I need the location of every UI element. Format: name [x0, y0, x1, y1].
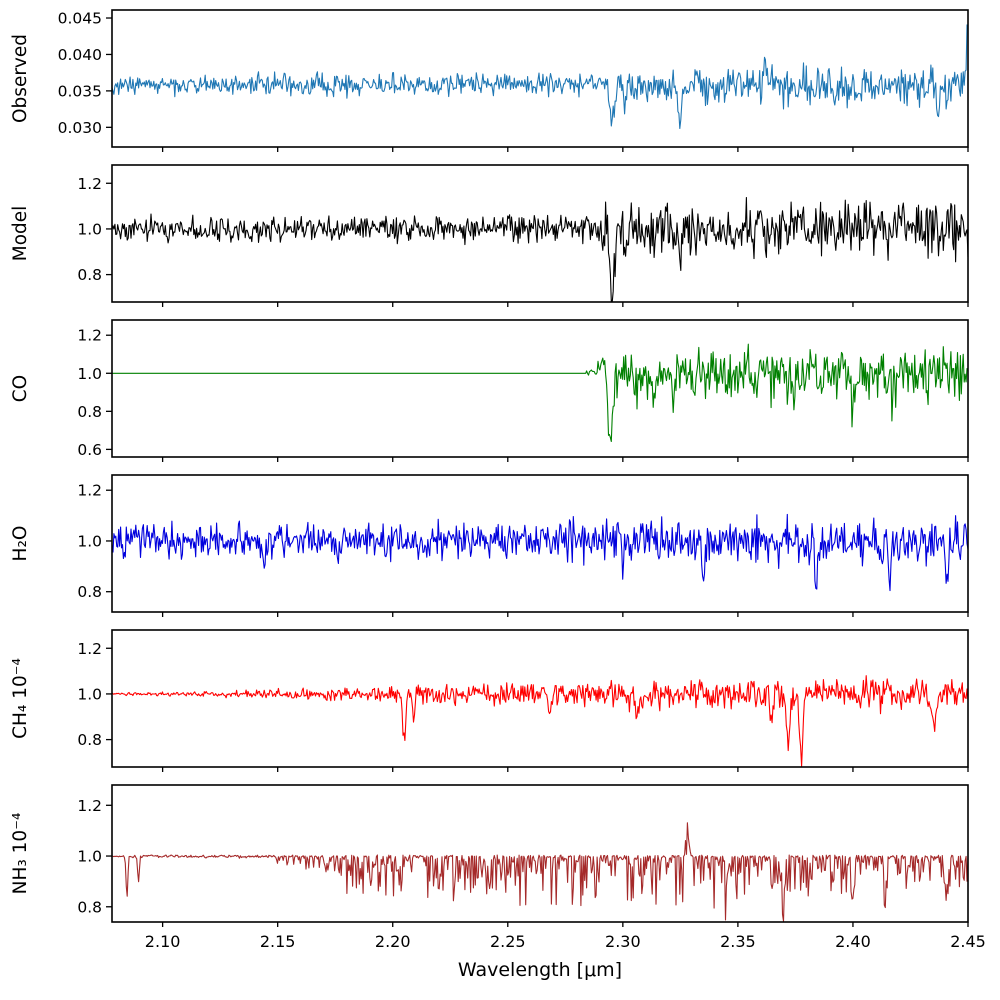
- y-tick-label: 1.2: [77, 640, 102, 658]
- x-tick-label: 2.30: [605, 932, 641, 951]
- y-tick-label: 0.045: [58, 10, 102, 28]
- y-tick-label: 1.0: [77, 685, 102, 703]
- y-tick-label: 0.030: [58, 119, 102, 137]
- y-axis-label-nh3: NH₃ 10⁻⁴: [10, 813, 31, 895]
- y-tick-label: 1.2: [77, 482, 102, 500]
- x-tick-label: 2.15: [260, 932, 296, 951]
- x-tick-label: 2.10: [145, 932, 181, 951]
- y-tick-label: 0.6: [77, 441, 102, 459]
- nh3-series: [111, 822, 969, 922]
- y-tick-label: 1.0: [77, 365, 102, 383]
- panel-nh3: 0.8 1.0 1.2 2.10 2.15 2.20 2.25 2.30 2.35 2.40 2.4…: [10, 784, 986, 951]
- x-tick-label: 2.35: [720, 932, 756, 951]
- y-tick-label: 1.0: [77, 220, 102, 238]
- y-axis-label-model: Model: [10, 206, 31, 262]
- x-tick-label: 2.40: [835, 932, 871, 951]
- y-tick-label: 0.8: [77, 731, 102, 749]
- y-axis-label-ch4: CH₄ 10⁻⁴: [10, 658, 31, 739]
- observed-series: [111, 24, 969, 130]
- h2o-series: [111, 513, 969, 592]
- y-tick-label: 1.2: [77, 175, 102, 193]
- panel-h2o: 0.8 1.0 1.2 H₂O: [10, 474, 969, 617]
- y-tick-label: 1.0: [77, 532, 102, 550]
- y-tick-label: 0.8: [77, 583, 102, 601]
- y-axis-label-co: CO: [10, 375, 31, 402]
- co-series: [112, 343, 969, 443]
- panel-observed: 0.030 0.035 0.040 0.045 Observed: [10, 9, 969, 152]
- ch4-series: [111, 675, 969, 767]
- panel-model: 0.8 1.0 1.2 Model: [10, 164, 969, 307]
- plot-frame: [111, 9, 969, 148]
- y-tick-label: 0.040: [58, 46, 102, 64]
- x-axis-label: Wavelength [μm]: [458, 959, 622, 981]
- panel-co: 0.6 0.8 1.0 1.2 CO: [10, 319, 969, 462]
- plot-frame: [111, 474, 969, 613]
- plot-frame: [111, 629, 969, 768]
- model-series: [111, 196, 969, 302]
- y-tick-label: 1.0: [77, 848, 102, 866]
- y-tick-label: 0.8: [77, 898, 102, 916]
- y-tick-label: 0.035: [58, 82, 102, 100]
- y-axis-label-observed: Observed: [10, 34, 31, 123]
- x-tick-label: 2.45: [950, 932, 986, 951]
- y-tick-label: 0.8: [77, 403, 102, 421]
- panel-ch4: 0.8 1.0 1.2 CH₄ 10⁻⁴: [10, 629, 969, 772]
- y-tick-label: 1.2: [77, 797, 102, 815]
- x-tick-label: 2.20: [375, 932, 411, 951]
- y-tick-label: 0.8: [77, 266, 102, 284]
- y-axis-label-h2o: H₂O: [10, 526, 31, 562]
- plot-frame: [111, 164, 969, 303]
- y-tick-label: 1.2: [77, 327, 102, 345]
- plot-frame: [111, 319, 969, 458]
- x-tick-label: 2.25: [490, 932, 526, 951]
- plot-frame: [111, 784, 969, 923]
